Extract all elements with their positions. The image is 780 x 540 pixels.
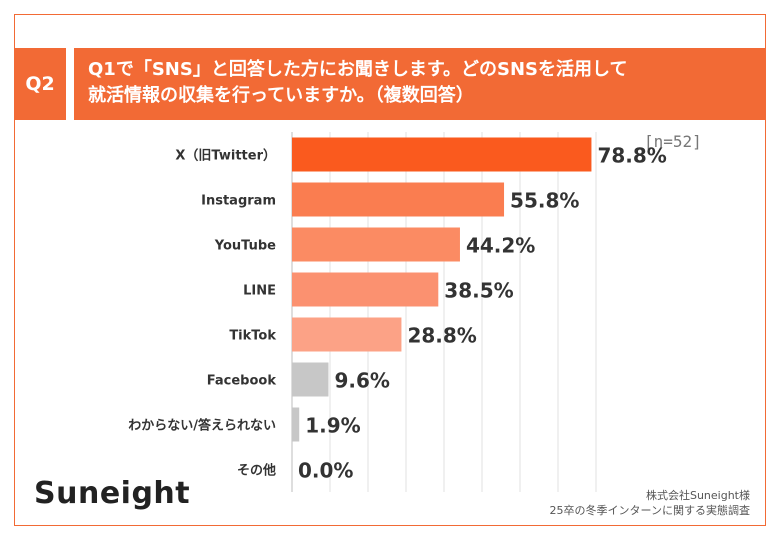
- value-label: 78.8%: [597, 144, 666, 168]
- brand-logo: Suneight: [34, 476, 191, 511]
- value-label: 28.8%: [407, 324, 476, 348]
- bar: [292, 407, 300, 442]
- source-note: 株式会社Suneight様 25卒の冬季インターンに関する実態調査: [550, 488, 750, 518]
- source-line-2: 25卒の冬季インターンに関する実態調査: [549, 504, 750, 517]
- bars: [292, 137, 592, 442]
- value-label: 0.0%: [298, 459, 353, 483]
- category-label: わからない/答えられない: [128, 418, 276, 434]
- category-labels: X（旧Twitter） Instagram YouTube LINE TikTok Fac…: [128, 148, 276, 479]
- bar: [292, 272, 439, 307]
- value-label: 55.8%: [510, 189, 579, 213]
- category-label: X（旧Twitter）: [175, 148, 276, 164]
- value-label: 1.9%: [305, 414, 360, 438]
- value-labels: 78.8% 55.8% 44.2% 38.5% 28.8% 9.6% 1.9% 0.0%: [298, 144, 667, 483]
- sample-size-label: [n=52]: [644, 132, 702, 151]
- value-label: 9.6%: [334, 369, 389, 393]
- question-line-1: Q1で「SNS」と回答した方にお聞きします。どのSNSを活用して: [88, 59, 628, 80]
- bar: [292, 137, 592, 172]
- category-label: LINE: [243, 284, 276, 299]
- question-text: Q1で「SNS」と回答した方にお聞きします。どのSNSを活用して 就活情報の収集…: [74, 48, 766, 120]
- value-label: 44.2%: [466, 234, 535, 258]
- value-label: 38.5%: [444, 279, 513, 303]
- category-label: YouTube: [214, 239, 276, 254]
- bar: [292, 362, 329, 397]
- question-line-2: 就活情報の収集を行っていますか。（複数回答）: [88, 85, 474, 106]
- category-label: TikTok: [229, 329, 276, 344]
- category-label: Facebook: [207, 374, 277, 389]
- bar: [292, 227, 460, 262]
- source-line-1: 株式会社Suneight様: [645, 489, 750, 502]
- category-label: Instagram: [201, 194, 276, 209]
- bar: [292, 182, 505, 217]
- question-badge: Q2: [14, 48, 66, 120]
- category-label: その他: [237, 463, 276, 479]
- bar: [292, 317, 402, 352]
